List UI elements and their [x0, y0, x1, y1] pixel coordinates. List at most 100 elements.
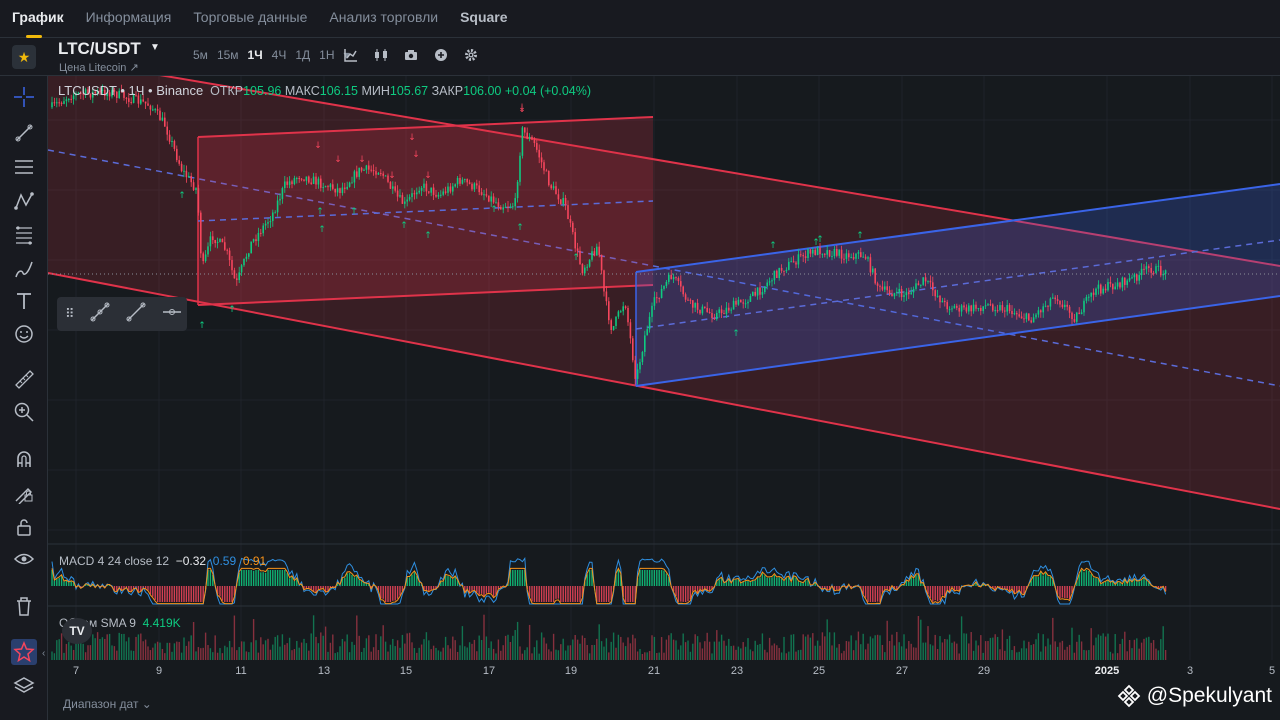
ruler-icon[interactable]: [11, 366, 37, 392]
time-axis-label: 21: [647, 665, 661, 677]
svg-text:↓: ↓: [424, 171, 432, 181]
tab-trading-data[interactable]: Торговые данные: [193, 8, 308, 25]
eye-icon[interactable]: [11, 546, 37, 572]
svg-text:↑: ↑: [490, 205, 498, 215]
time-axis-label: 13: [317, 665, 331, 677]
chart-tools: [343, 47, 479, 63]
svg-text:↑: ↑: [198, 321, 206, 331]
svg-text:↑: ↑: [400, 221, 408, 231]
chart-grid: [48, 76, 1280, 660]
time-axis-label: 17: [482, 665, 496, 677]
svg-text:↑: ↑: [316, 207, 324, 217]
svg-text:↓: ↓: [334, 155, 342, 165]
time-axis-label: 15: [399, 665, 413, 677]
lock-icon[interactable]: [11, 514, 37, 540]
text-tool-icon[interactable]: [11, 288, 37, 314]
svg-text:↑: ↑: [816, 235, 824, 245]
flat-channel-mid: [197, 200, 654, 222]
zoom-in-icon[interactable]: [11, 399, 37, 425]
volume-pane: [51, 614, 1167, 660]
svg-text:↑: ↑: [318, 225, 326, 235]
chevron-down-icon[interactable]: ▼: [150, 42, 160, 53]
price-chart[interactable]: ↓↓↓↓↓↓↓↓↓↓↑↑↑↑↑↑↑↑↑↑↑↑↑↑↑↑: [48, 76, 1280, 660]
lock-drawing-icon[interactable]: [11, 480, 37, 506]
svg-text:↑: ↑: [178, 191, 186, 201]
brush-icon[interactable]: [11, 256, 37, 282]
horizontal-ray-icon[interactable]: [161, 301, 183, 328]
channel-tool-icon[interactable]: [89, 301, 111, 328]
interval-1w[interactable]: 1Н: [319, 48, 335, 62]
macd-legend: MACD 4 24 close 12 −0.32 0.59 0.91: [59, 554, 266, 568]
interval-15m[interactable]: 15м: [216, 48, 239, 62]
macd-signal-value: 0.91: [242, 554, 267, 568]
tradingview-logo: TV: [62, 618, 92, 644]
time-axis-label: 5: [1268, 665, 1276, 677]
signal-markers: ↓↓↓↓↓↓↓↓↓↓↑↑↑↑↑↑↑↑↑↑↑↑↑↑↑↑: [178, 103, 864, 339]
watermark: @Spekulyant: [1117, 684, 1272, 708]
line-tool-icon[interactable]: [125, 301, 147, 328]
time-axis-label: 29: [977, 665, 991, 677]
flat-channel-lower[interactable]: [197, 284, 654, 306]
legend-close-label: ЗАКР: [431, 84, 464, 98]
svg-text:↓: ↓: [412, 150, 420, 160]
legend-high-label: МАКС: [284, 84, 320, 98]
horizontal-lines-icon[interactable]: [11, 154, 37, 180]
interval-1d[interactable]: 1Д: [295, 48, 311, 62]
symbol-name[interactable]: LTC/USDT: [58, 39, 141, 58]
collapse-toolbar-chevron-icon[interactable]: ‹: [42, 648, 46, 659]
gear-icon[interactable]: [463, 47, 479, 63]
descending-channel-upper[interactable]: [48, 76, 1280, 267]
emoji-icon[interactable]: [11, 321, 37, 347]
tab-trade-analysis[interactable]: Анализ торговли: [329, 8, 439, 25]
svg-text:↓: ↓: [408, 133, 416, 143]
legend-symbol[interactable]: LTCUSDT • 1Ч • Binance: [58, 83, 204, 98]
time-axis[interactable]: 7 9 11 13 15 17 19 21 23 25 27 29 2025 3 5: [48, 660, 1280, 682]
time-axis-label: 25: [812, 665, 826, 677]
macd-hist-value: −0.32: [175, 554, 207, 568]
interval-selector: 5м 15м 1Ч 4Ч 1Д 1Н ▾: [193, 48, 350, 62]
flat-channel-upper[interactable]: [197, 116, 654, 138]
more-intervals-chevron-icon[interactable]: ▾: [343, 48, 350, 62]
drag-handle-icon[interactable]: ⠿: [65, 306, 75, 321]
favorite-star-icon[interactable]: ★: [12, 45, 36, 69]
time-axis-label: 7: [72, 665, 80, 677]
crosshair-icon[interactable]: [11, 84, 37, 110]
indicators-icon[interactable]: [343, 47, 359, 63]
svg-text:↑: ↑: [572, 253, 580, 263]
interval-4h[interactable]: 4Ч: [271, 48, 287, 62]
trendline-icon[interactable]: [11, 120, 37, 146]
tab-square[interactable]: Square: [460, 8, 508, 25]
macd-label[interactable]: MACD 4 24 close 12: [59, 554, 170, 568]
svg-text:↑: ↑: [228, 305, 236, 315]
time-axis-label: 9: [155, 665, 163, 677]
interval-1h[interactable]: 1Ч: [247, 48, 263, 62]
svg-text:↑: ↑: [424, 231, 432, 241]
symbol-subtitle[interactable]: Цена Litecoin ↗: [59, 62, 139, 74]
legend-high: 106.15: [319, 84, 358, 98]
floating-drawing-toolbar: ⠿: [57, 297, 187, 331]
pattern-icon[interactable]: [11, 188, 37, 214]
layers-icon[interactable]: [11, 673, 37, 699]
camera-icon[interactable]: [403, 47, 419, 63]
candle-style-icon[interactable]: [373, 47, 389, 63]
time-axis-label: 23: [730, 665, 744, 677]
macd-pane: [51, 556, 1167, 606]
date-range-button[interactable]: Диапазон дат ⌄: [63, 697, 152, 711]
time-axis-label: 27: [895, 665, 909, 677]
ascending-channel-upper[interactable]: [635, 183, 1280, 273]
trash-icon[interactable]: [11, 593, 37, 619]
fib-levels-icon[interactable]: [11, 222, 37, 248]
legend-change: +0.04 (+0.04%): [504, 84, 592, 98]
tab-chart[interactable]: График: [12, 0, 64, 38]
macd-line-value: 0.59: [212, 554, 237, 568]
watermark-text: @Spekulyant: [1146, 684, 1272, 707]
tab-info[interactable]: Информация: [85, 8, 172, 25]
add-icon[interactable]: [433, 47, 449, 63]
descending-channel-lower[interactable]: [48, 272, 1280, 510]
interval-5m[interactable]: 5м: [193, 48, 208, 62]
magnet-icon[interactable]: [11, 446, 37, 472]
ascending-channel-lower[interactable]: [635, 295, 1280, 387]
svg-text:↓: ↓: [388, 171, 396, 181]
flat-channel-fill: [198, 117, 653, 305]
favorites-star-icon[interactable]: [11, 639, 37, 665]
